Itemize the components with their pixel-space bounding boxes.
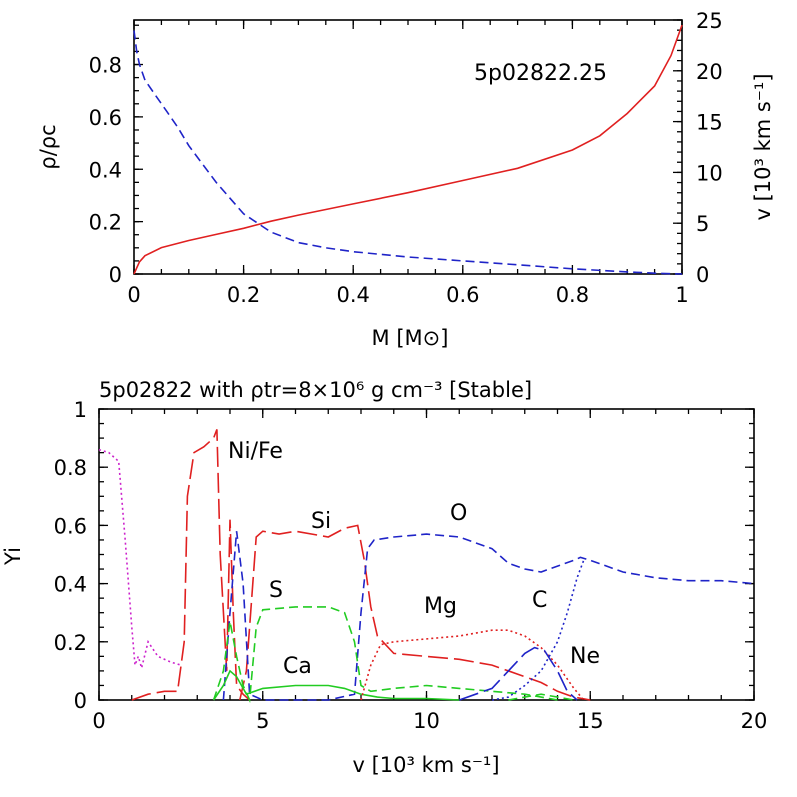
y-tick-label: 0 [109,263,122,287]
top-x-axis-label: M [M⊙] [372,326,449,350]
y2-tick-label: 15 [696,111,723,135]
x-tick-label: 0.6 [446,283,479,307]
series-line-core [98,448,182,672]
series-line-ne-green [508,693,575,701]
y-tick-label: 0.6 [89,106,122,130]
y2-tick-label: 20 [696,60,723,84]
x-tick-label: 1 [675,283,688,307]
y2-tick-label: 10 [696,161,723,185]
y-tick-label: 0.2 [54,631,87,655]
bottom-title: 5p02822 with ρtr=8×10⁶ g cm⁻³ [Stable] [99,378,532,402]
series-line-c [491,560,585,701]
x-tick-label: 5 [256,709,269,733]
x-tick-label: 20 [741,709,768,733]
series-line-ca [212,669,460,701]
bottom-panel: 5p02822 with ρtr=8×10⁶ g cm⁻³ [Stable] 0… [1,378,767,777]
y2-tick-label: 25 [696,9,723,33]
top-plot-frame [133,19,683,275]
series-line-ne [459,646,578,701]
series-line-density [133,30,683,275]
bottom-y-axis-label: Yi [1,547,25,566]
annotation-ne: Ne [570,644,600,669]
series-line-o [222,531,755,701]
x-tick-label: 15 [577,709,604,733]
top-y-axis-label: ρ/ρc [36,124,60,169]
x-tick-label: 0.2 [227,283,260,307]
annotation-o: O [450,501,467,526]
x-tick-label: 0.8 [556,283,589,307]
annotation-s: S [269,578,283,603]
y-tick-label: 0.8 [89,54,122,78]
y-tick-label: 0.4 [54,573,87,597]
top-y2-axis-label: v [10³ km s⁻¹] [751,73,775,220]
annotation-c: C [532,588,547,613]
x-tick-label: 0 [127,283,140,307]
bottom-plot-frame [98,408,755,701]
series-line-mg [360,629,585,701]
y-tick-label: 1 [74,398,87,422]
annotation-ni-fe: Ni/Fe [228,439,283,464]
y-tick-label: 0 [74,689,87,713]
bottom-x-axis-label: v [10³ km s⁻¹] [352,753,499,777]
y-tick-label: 0.8 [54,456,87,480]
series-line-si [239,524,591,701]
annotation-ca: Ca [283,654,312,679]
series-line-velocity [133,24,683,275]
series-line-s [212,606,558,704]
y-tick-label: 0.6 [54,514,87,538]
x-tick-label: 0 [92,709,105,733]
annotation-mg: Mg [424,594,457,619]
x-tick-label: 10 [413,709,440,733]
y-tick-label: 0.2 [89,211,122,235]
x-tick-label: 0.4 [336,283,369,307]
annotation-si: Si [311,509,331,534]
series-line-ni-fe [131,429,251,701]
top-title: 5p02822.25 [474,61,607,86]
y2-tick-label: 0 [696,263,709,287]
y2-tick-label: 5 [696,212,709,236]
y-tick-label: 0.4 [89,158,122,182]
